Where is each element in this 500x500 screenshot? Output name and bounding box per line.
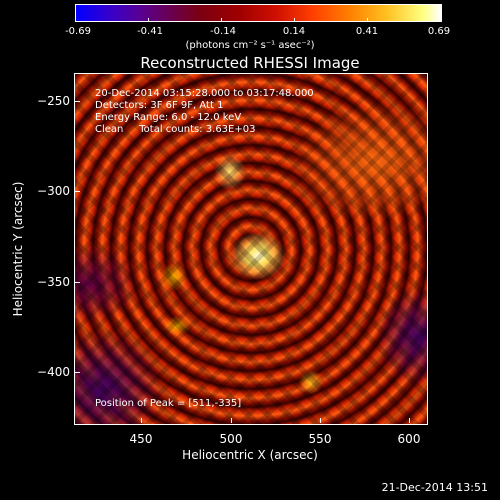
x-tick-mark (409, 418, 410, 423)
y-axis-title: Heliocentric Y (arcsec) (11, 181, 25, 317)
image-texture (75, 74, 427, 424)
footer-timestamp: 21-Dec-2014 13:51 (381, 481, 488, 494)
x-tick-label: 500 (219, 432, 243, 446)
peak-position-label: Position of Peak = [511,-335] (95, 398, 242, 409)
rhessi-image-panel: 20-Dec-2014 03:15:28.000 to 03:17:48.000… (74, 73, 428, 425)
x-tick-mark (320, 418, 321, 423)
colorbar-tick-label: 0.14 (282, 26, 306, 37)
x-axis-title: Heliocentric X (arcsec) (182, 448, 318, 462)
y-tick-label: −250 (37, 94, 70, 108)
colorbar-tick-label: -0.41 (137, 26, 163, 37)
x-tick-label: 450 (129, 432, 153, 446)
colorbar-tick-mark (367, 18, 368, 22)
info-clean-counts: Clean Total counts: 3.63E+03 (95, 124, 256, 135)
y-tick-label: −400 (37, 365, 70, 379)
y-tick-mark (75, 372, 80, 373)
plot-title: Reconstructed RHESSI Image (140, 54, 360, 72)
colorbar-tick-mark (221, 18, 222, 22)
x-tick-label: 550 (308, 432, 332, 446)
y-tick-label: −300 (37, 184, 70, 198)
colorbar-tick-mark (294, 18, 295, 22)
colorbar-tick-label: -0.69 (65, 26, 91, 37)
info-time-range: 20-Dec-2014 03:15:28.000 to 03:17:48.000 (95, 88, 314, 99)
colorbar-tick-mark (75, 18, 76, 22)
y-tick-label: −350 (37, 275, 70, 289)
info-energy-range: Energy Range: 6.0 - 12.0 keV (95, 112, 242, 123)
colorbar-units: (photons cm⁻² s⁻¹ asec⁻²) (185, 40, 315, 51)
y-tick-mark (75, 101, 80, 102)
x-tick-mark (141, 418, 142, 423)
colorbar-tick-label: 0.69 (427, 26, 451, 37)
info-detectors: Detectors: 3F 6F 9F, Att 1 (95, 100, 224, 111)
colorbar (75, 4, 442, 22)
colorbar-tick-mark (148, 18, 149, 22)
colorbar-tick-label: 0.41 (355, 26, 379, 37)
colorbar-tick-mark (440, 18, 441, 22)
y-tick-mark (75, 282, 80, 283)
y-tick-mark (75, 191, 80, 192)
x-tick-label: 600 (397, 432, 421, 446)
colorbar-tick-label: -0.14 (210, 26, 236, 37)
x-tick-mark (231, 418, 232, 423)
